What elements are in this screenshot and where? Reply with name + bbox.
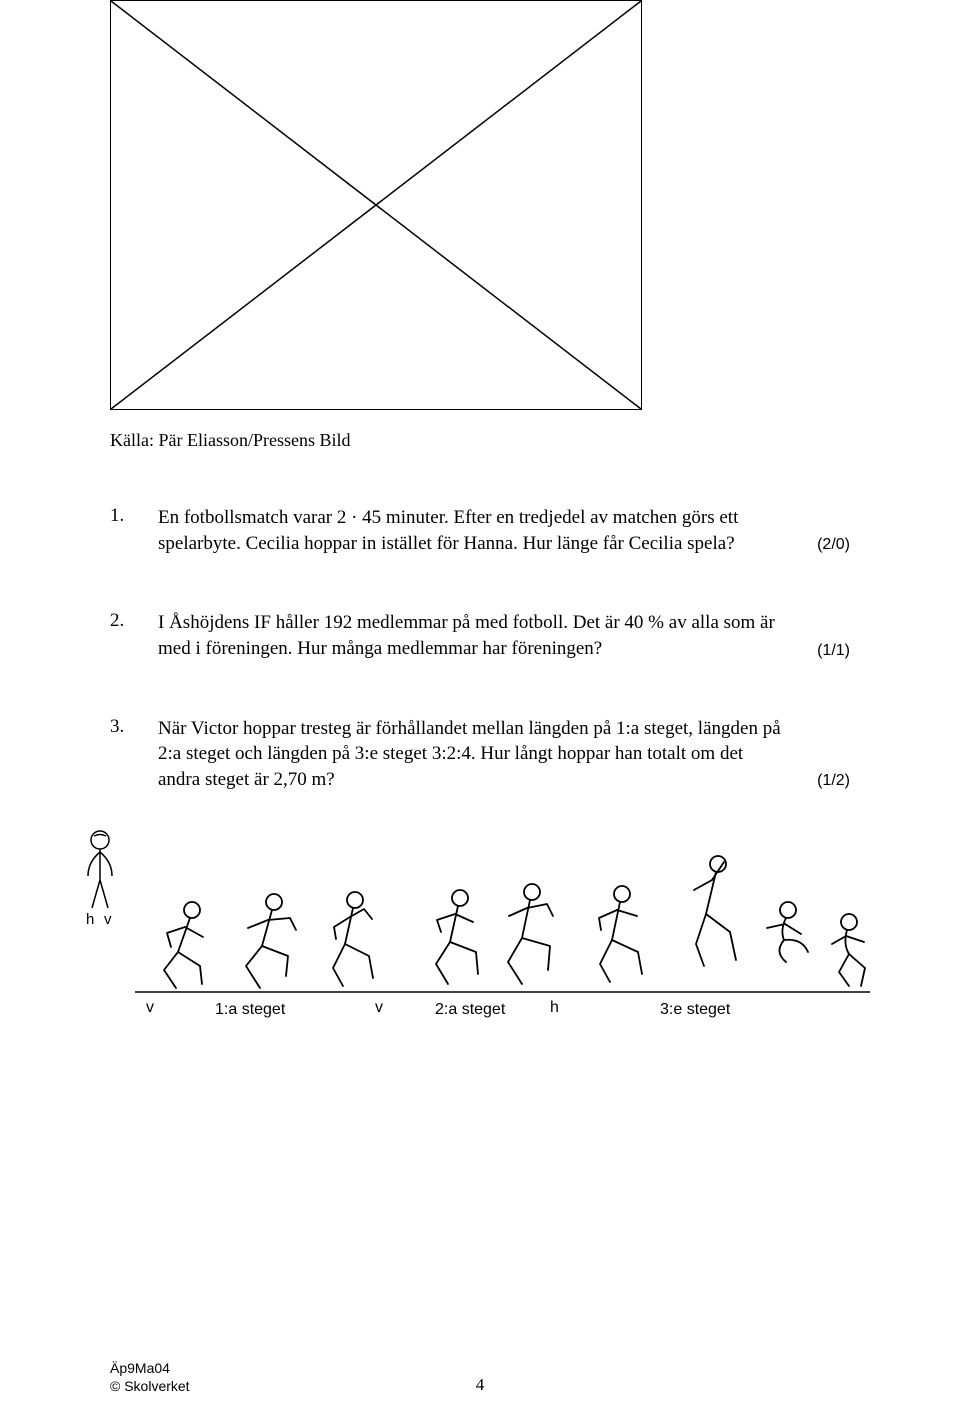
question-text: När Victor hoppar tresteg är förhållande… <box>158 716 800 793</box>
triple-jump-svg: h v <box>80 822 880 1042</box>
question-text: En fotbollsmatch varar 2 · 45 minuter. E… <box>158 505 800 556</box>
page-number: 4 <box>0 1375 960 1395</box>
question-score: (1/2) <box>800 772 850 792</box>
question-score: (1/1) <box>800 642 850 662</box>
question-number: 3. <box>110 716 158 738</box>
step-label-1: 1:a steget <box>215 1001 286 1018</box>
question-number: 2. <box>110 610 158 632</box>
foot-marker-2: v <box>375 999 383 1016</box>
question-2: 2. I Åshöjdens IF håller 192 medlemmar p… <box>110 610 850 661</box>
placeholder-cross-icon <box>111 1 641 409</box>
question-number: 1. <box>110 505 158 527</box>
triple-jump-illustration: h v <box>80 822 880 1042</box>
question-1: 1. En fotbollsmatch varar 2 · 45 minuter… <box>110 505 850 556</box>
question-text: I Åshöjdens IF håller 192 medlemmar på m… <box>158 610 800 661</box>
foot-marker-3: h <box>550 999 559 1016</box>
foot-label-right: h <box>86 911 94 928</box>
question-score: (2/0) <box>800 536 850 556</box>
foot-marker-1: v <box>146 999 154 1016</box>
page: Källa: Pär Eliasson/Pressens Bild 1. En … <box>0 0 960 1425</box>
image-placeholder <box>110 0 642 410</box>
foot-label-left: v <box>104 911 112 928</box>
image-source: Källa: Pär Eliasson/Pressens Bild <box>110 430 850 451</box>
question-3: 3. När Victor hoppar tresteg är förhålla… <box>110 716 850 793</box>
step-label-3: 3:e steget <box>660 1001 731 1018</box>
step-label-2: 2:a steget <box>435 1001 506 1018</box>
